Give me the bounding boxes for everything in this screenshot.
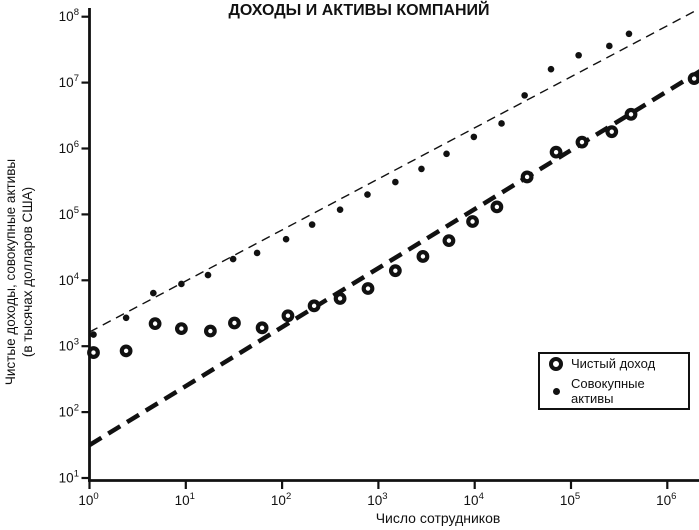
total-assets-trend-line <box>89 10 695 333</box>
net-income-point <box>520 170 534 184</box>
legend-label-total-assets: Совокупные активы <box>571 376 645 406</box>
total-assets-point <box>150 289 157 297</box>
chart-title: ДОХОДЫ И АКТИВЫ КОМПАНИЙ <box>228 2 490 19</box>
net-income-point <box>148 317 162 331</box>
y-tick-label: 104 <box>59 271 79 288</box>
total-assets-point <box>392 178 399 186</box>
net-income-point <box>255 321 269 335</box>
y-tick-label: 107 <box>59 73 79 90</box>
total-assets-point <box>575 51 582 59</box>
total-assets-point <box>606 42 613 50</box>
legend-box: Чистый доход Совокупные активы <box>538 352 690 410</box>
net-income-point <box>87 346 100 359</box>
net-income-point <box>333 292 347 305</box>
y-axis-label: Чистые доходы, совокупные активы (в тыся… <box>2 159 36 385</box>
net-income-point <box>281 309 295 323</box>
total-assets-point <box>418 165 425 173</box>
y-axis-label-line2: (в тысячах долларов США) <box>20 186 35 358</box>
open-circle-marker-icon <box>549 356 563 371</box>
y-tick-label: 108 <box>59 7 79 24</box>
net-income-point <box>388 264 402 278</box>
total-assets-point <box>521 92 528 99</box>
net-income-point <box>203 324 217 338</box>
filled-dot-marker-icon <box>552 387 560 395</box>
total-assets-point <box>90 331 97 338</box>
total-assets-point <box>470 133 478 141</box>
total-assets-point <box>253 249 261 257</box>
x-axis-label: Число сотрудников <box>375 510 501 526</box>
net-income-point <box>442 234 456 248</box>
x-tick-label: 106 <box>656 491 676 508</box>
y-tick-label: 103 <box>59 337 79 354</box>
net-income-point <box>687 72 699 85</box>
y-tick-label: 101 <box>59 469 79 486</box>
legend-label-net-income: Чистый доход <box>571 356 656 371</box>
total-assets-point <box>336 206 344 213</box>
net-income-point <box>549 145 563 159</box>
y-tick-label: 102 <box>59 403 79 420</box>
net-income-point <box>416 250 430 263</box>
x-tick-label: 100 <box>78 491 98 508</box>
total-assets-point <box>625 30 633 38</box>
total-assets-point <box>122 314 130 322</box>
y-axis-label-line1: Чистые доходы, совокупные активы <box>3 158 18 386</box>
x-tick-label: 103 <box>367 491 387 508</box>
legend-item-net-income: Чистый доход <box>549 356 688 371</box>
total-assets-point <box>204 271 212 279</box>
net-income-point <box>624 107 638 121</box>
legend-item-total-assets: Совокупные активы <box>549 376 688 406</box>
net-income-point <box>307 299 321 313</box>
net-income-trend-line <box>88 69 699 447</box>
x-tick-label: 102 <box>271 491 291 508</box>
total-assets-point <box>547 65 555 73</box>
y-tick-label: 106 <box>59 139 79 156</box>
x-tick-label: 104 <box>464 491 484 508</box>
total-assets-point <box>178 280 185 288</box>
net-income-point <box>575 135 589 149</box>
net-income-point <box>490 200 504 214</box>
x-tick-label: 105 <box>560 491 580 508</box>
x-tick-label: 101 <box>175 491 195 508</box>
net-income-point <box>361 282 375 295</box>
total-assets-point <box>443 150 450 158</box>
net-income-point <box>466 215 479 228</box>
total-assets-point <box>308 221 316 228</box>
net-income-point <box>228 316 241 330</box>
net-income-point <box>605 125 619 139</box>
net-income-point <box>119 344 133 358</box>
y-tick-label: 105 <box>59 205 79 222</box>
total-assets-point <box>364 191 371 198</box>
total-assets-point <box>498 120 505 127</box>
net-income-point <box>174 322 188 335</box>
total-assets-point <box>229 255 237 263</box>
total-assets-point <box>282 235 290 243</box>
